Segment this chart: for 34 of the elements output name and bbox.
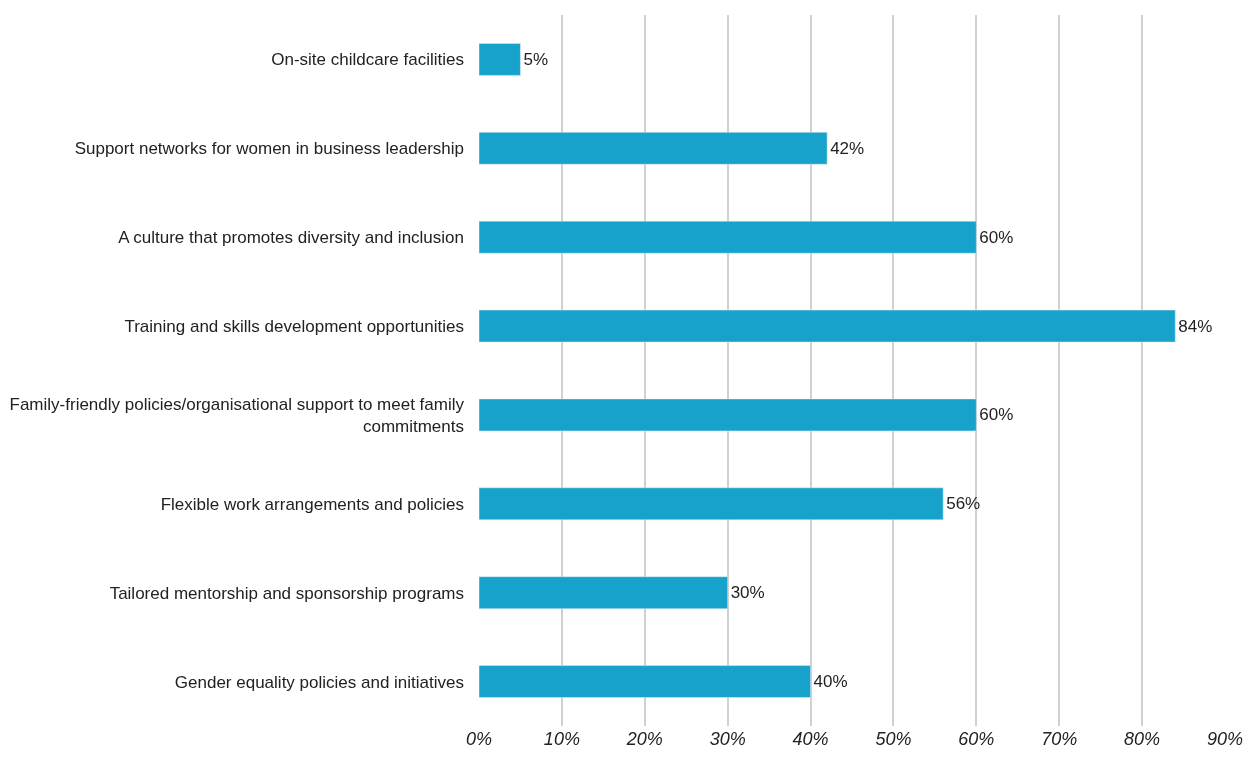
y-tick-label: Support networks for women in business leadership bbox=[74, 139, 464, 159]
bar bbox=[479, 220, 977, 254]
bar bbox=[479, 576, 728, 609]
y-tick-label: Tailored mentorship and sponsorship programs bbox=[109, 583, 464, 603]
y-tick-label: Training and skills development opportunities bbox=[124, 317, 464, 337]
data-label: 84% bbox=[1178, 316, 1213, 336]
x-tick-label: 20% bbox=[625, 729, 663, 749]
y-tick-label: Flexible work arrangements and policies bbox=[160, 494, 464, 514]
data-label: 42% bbox=[830, 138, 865, 158]
bar bbox=[479, 132, 828, 165]
x-tick-label: 60% bbox=[958, 729, 995, 749]
x-tick-label: 30% bbox=[709, 729, 746, 749]
y-tick-label: Family-friendly policies/organisational support to meet family commitments bbox=[9, 394, 465, 436]
bar bbox=[479, 43, 521, 76]
bar bbox=[479, 487, 944, 521]
x-tick-label: 40% bbox=[792, 729, 829, 749]
x-tick-label: 90% bbox=[1206, 729, 1244, 749]
data-label: 5% bbox=[523, 49, 549, 69]
x-tick-label: 0% bbox=[465, 729, 493, 749]
bar bbox=[479, 309, 1176, 343]
y-tick-label: A culture that promotes diversity and inclusion bbox=[118, 228, 464, 248]
data-label: 60% bbox=[979, 405, 1014, 425]
bar bbox=[479, 398, 977, 432]
y-tick-label: On-site childcare facilities bbox=[271, 50, 464, 70]
x-tick-label: 70% bbox=[1041, 729, 1078, 749]
data-label: 30% bbox=[730, 583, 765, 603]
x-tick-label: 50% bbox=[875, 729, 912, 749]
x-tick-label: 10% bbox=[543, 729, 580, 749]
bar bbox=[479, 665, 811, 698]
data-label: 60% bbox=[979, 227, 1014, 247]
data-label: 40% bbox=[813, 672, 848, 692]
data-label: 56% bbox=[946, 494, 981, 514]
x-tick-label: 80% bbox=[1124, 729, 1161, 749]
y-tick-label: Gender equality policies and initiatives bbox=[174, 672, 464, 692]
